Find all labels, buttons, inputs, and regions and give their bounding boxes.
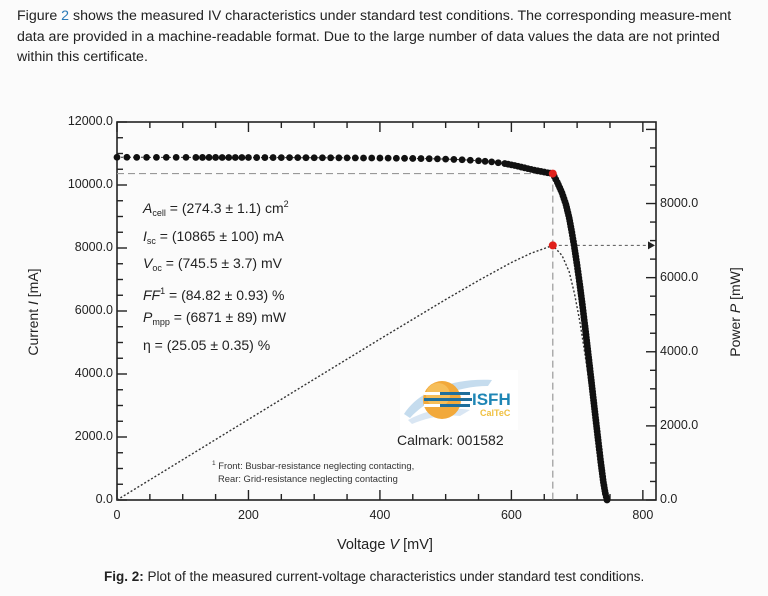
tick-label: 8000.0 <box>660 195 699 210</box>
logo-icon: ISFH CalTeC <box>404 379 511 424</box>
arrow-right-icon <box>648 241 655 250</box>
calmark-label: Calmark: 001582 <box>397 432 504 448</box>
tick-label: 0.0 <box>660 492 678 506</box>
y2-axis-label: Power P [mW] <box>727 267 743 357</box>
tick-label: 800 <box>632 508 654 522</box>
svg-text:ISFH: ISFH <box>472 390 511 409</box>
tick-label: 400 <box>369 508 391 522</box>
stats-box: Acell = (274.3 ± 1.1) cm2 Isc = (10865 ±… <box>143 193 289 357</box>
stat-eta: η = (25.05 ± 0.35) % <box>143 336 271 353</box>
tick-label: 2000.0 <box>660 417 699 432</box>
mpp-marker-power <box>548 241 557 250</box>
footnote: 1 Front: Busbar-resistance neglecting co… <box>212 460 415 484</box>
tick-label: 4000.0 <box>660 343 699 358</box>
tick-label: 12000.0 <box>67 114 113 128</box>
stat-pmpp: Pmpp = (6871 ± 89) mW <box>143 309 287 328</box>
tick-label: 200 <box>238 508 259 522</box>
tick-label: 8000.0 <box>74 240 113 254</box>
tick-label: 0 <box>113 508 121 522</box>
y-axis-label: Current I [mA] <box>25 268 41 356</box>
stat-voc: Voc = (745.5 ± 3.7) mV <box>143 255 282 274</box>
svg-text:CalTeC: CalTeC <box>480 408 511 418</box>
figure-caption: Fig. 2: Plot of the measured current-vol… <box>104 569 645 584</box>
tick-label: 6000.0 <box>74 303 113 317</box>
tick-label: 6000.0 <box>660 269 699 284</box>
tick-label: 4000.0 <box>74 366 113 380</box>
tick-label: 2000.0 <box>74 429 113 443</box>
tick-label: 600 <box>500 508 522 522</box>
isfh-caltec-logo: ISFH CalTeC <box>400 370 518 430</box>
tick-label: 10000.0 <box>67 177 113 191</box>
stat-acell: Acell = (274.3 ± 1.1) cm2 <box>143 199 289 218</box>
stat-isc: Isc = (10865 ± 100) mA <box>143 227 284 246</box>
intro-prefix: Figure <box>17 8 62 24</box>
stat-ff: FF1 = (84.82 ± 0.93) % <box>143 285 285 303</box>
power-curve <box>116 244 608 501</box>
tick-label: 0.0 <box>95 492 113 506</box>
x-axis-label: Voltage V [mV] <box>337 537 433 553</box>
intro-paragraph: Figure 2 shows the measured IV character… <box>17 6 757 68</box>
mpp-marker-current <box>548 169 557 178</box>
figure-link[interactable]: 2 <box>61 8 70 24</box>
intro-text: shows the measured IV characteristics un… <box>17 8 732 65</box>
